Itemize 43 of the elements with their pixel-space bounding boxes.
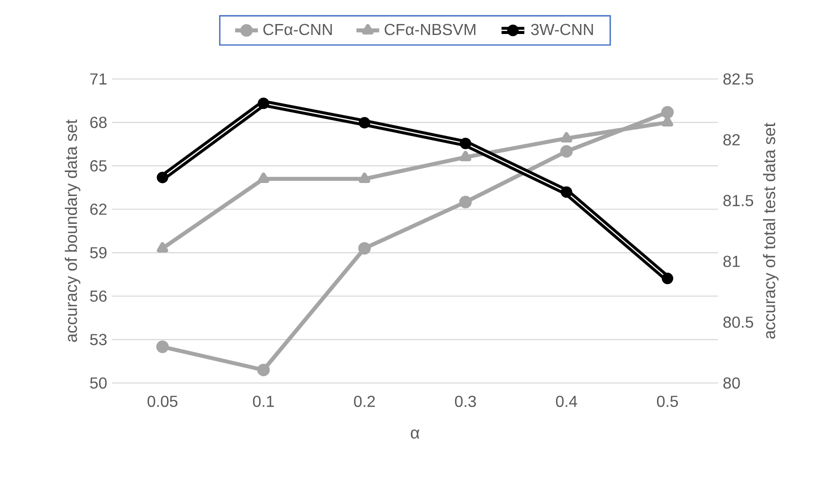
point [662,272,674,284]
x-axis-title: α [410,430,420,439]
y-tick-label: 62 [90,204,106,215]
y-tick-label: 68 [90,116,107,128]
legend-label: CFα-NBSVM [384,24,476,36]
y-tick-label: 71 [90,73,107,84]
x-tick-label: 0.2 [354,396,375,408]
point [258,98,270,110]
x-tick-label: 0.1 [253,396,274,408]
y2-tick-label: 82 [723,134,740,146]
point [560,132,572,142]
y-tick-label: 53 [90,334,107,346]
y-axis-title: accuracy of boundary data set [64,120,80,342]
y2-tick-label: 80.5 [723,316,754,328]
legend-label: CFα-CNN [263,24,332,36]
y-tick-label: 59 [90,247,107,258]
point [460,150,472,162]
y2-tick-label: 82.5 [723,73,754,85]
point [358,117,370,129]
legend-label: 3W-CNN [531,24,593,36]
point [358,172,370,184]
point [257,364,270,376]
y2-axis-title: accuracy of total test data set [762,122,779,339]
point [156,340,169,354]
point [460,138,472,150]
x-tick-label: 0.3 [455,396,476,408]
point [156,242,168,252]
point [459,196,472,208]
y2-tick-label: 81.5 [723,194,754,206]
point [358,242,371,255]
point [661,106,674,119]
point [560,145,573,158]
y-tick-label: 56 [90,290,107,302]
point [258,172,270,184]
y-tick-label: 50 [90,377,107,389]
point [156,172,168,184]
y-tick-label: 65 [90,160,107,172]
y2-tick-label: 81 [723,256,740,268]
y2-tick-label: 80 [723,377,740,389]
x-tick-label: 0.4 [556,396,578,408]
x-tick-label: 0.05 [148,396,178,408]
x-tick-label: 0.5 [657,396,678,408]
point [560,186,572,198]
